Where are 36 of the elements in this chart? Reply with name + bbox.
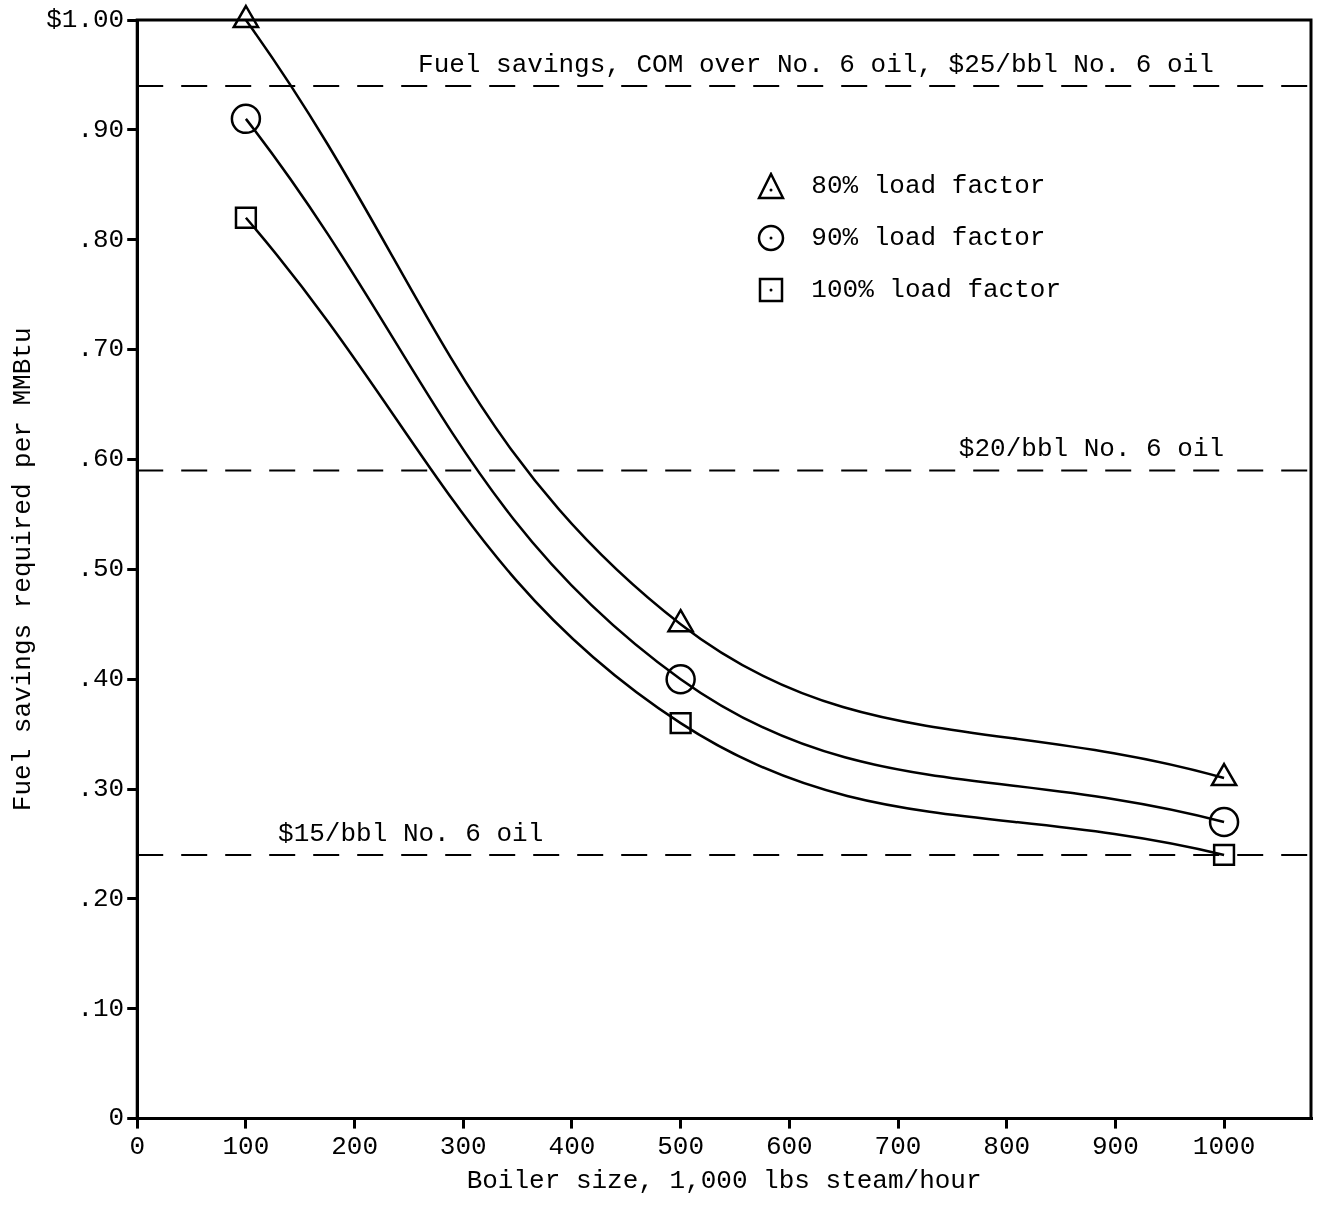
x-tick-label: 800 [983,1132,1031,1163]
x-tick-label: 400 [548,1132,596,1163]
legend-label: 100% load factor [811,275,1061,305]
x-axis-title: Boiler size, 1,000 lbs steam/hour [466,1166,982,1197]
ref-line-label: $15/bbl No. 6 oil [278,818,544,849]
y-tick-label: .40 [77,664,125,695]
y-tick-label: 0 [108,1103,125,1134]
y-tick-label: .60 [77,444,125,475]
ref-line-label: $20/bbl No. 6 oil [958,434,1225,465]
point [669,711,692,735]
point [1208,806,1240,838]
x-tick-label: 300 [439,1132,487,1163]
x-tick-label: 200 [331,1132,378,1163]
ref-line-label: Fuel savings, COM over No. 6 oil, $25/bbl No. 6 oil [418,49,1214,80]
x-tick-label: 600 [765,1132,813,1163]
point [665,663,696,695]
x-tick-label: 100 [222,1132,270,1163]
legend-label: 80% load factor [811,171,1046,201]
x-tick-label: 700 [874,1132,922,1163]
x-tick-label: 500 [657,1132,705,1163]
x-tick-label: 900 [1091,1132,1139,1163]
y-tick-label: .20 [77,883,125,914]
y-tick-label: $1.00 [46,4,125,35]
point [230,103,262,135]
x-tick-label: 0 [129,1132,146,1163]
y-tick-label: .90 [77,114,125,145]
x-tick-label: 1000 [1192,1132,1256,1163]
y-axis-title: Fuel savings required per MMBtu [8,327,39,812]
y-tick-label: .50 [77,554,125,585]
point [1212,843,1236,867]
y-tick-label: .30 [77,773,125,804]
point [234,206,258,229]
y-tick-label: .80 [77,224,125,255]
y-tick-label: .10 [77,993,125,1024]
y-tick-label: .70 [77,334,125,365]
legend-label: 90% load factor [811,223,1046,253]
